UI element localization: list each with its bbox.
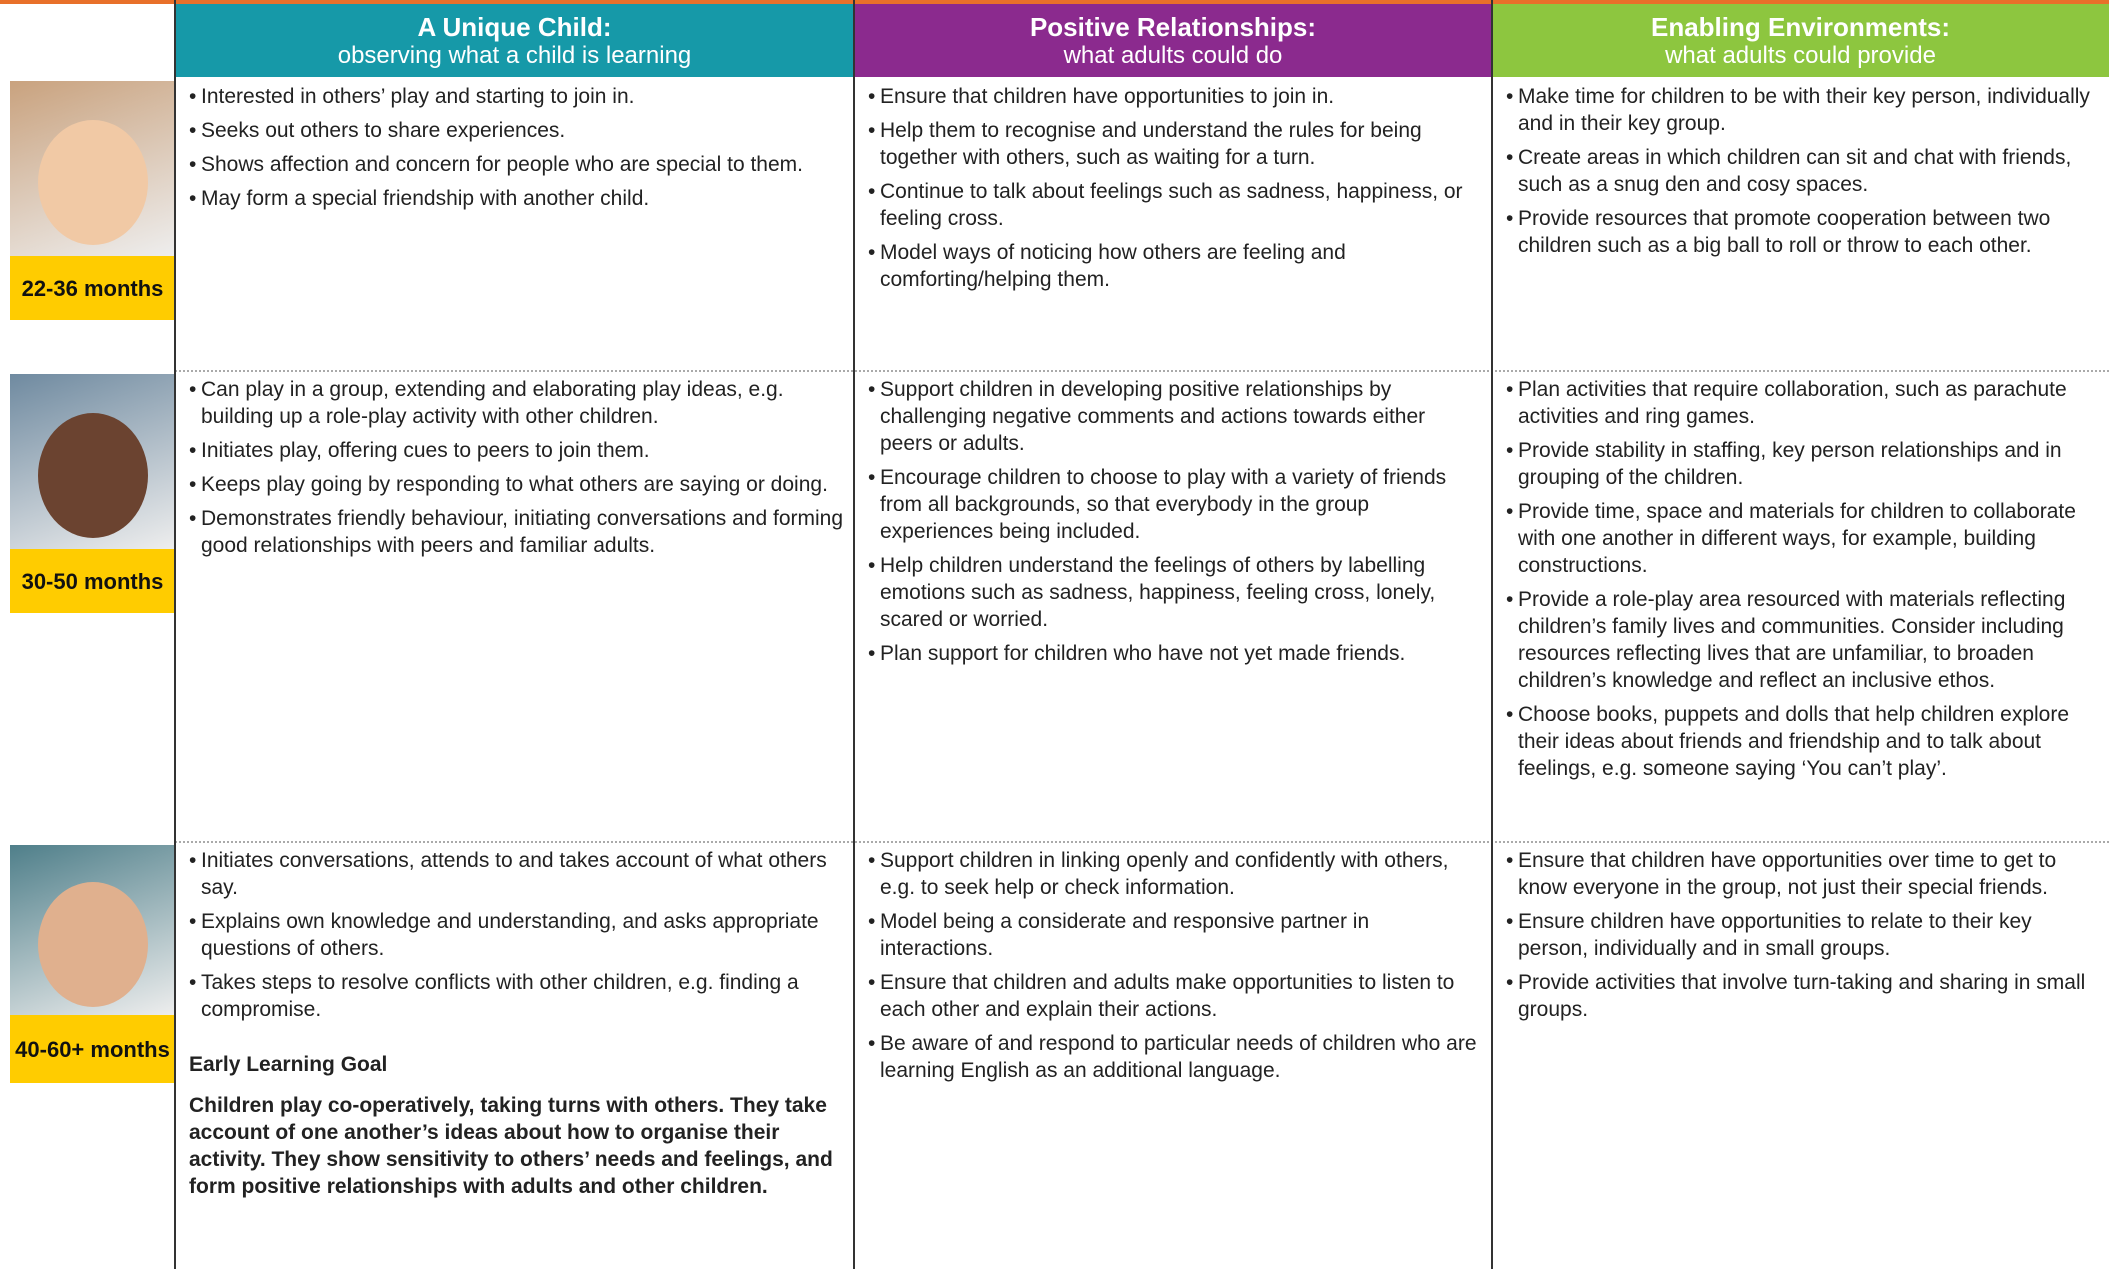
bullet-item: Help children understand the feelings of… (868, 552, 1482, 633)
bullet-item: Shows affection and concern for people w… (189, 151, 844, 178)
bullet-item: Interested in others’ play and starting … (189, 83, 844, 110)
bullet-list: Can play in a group, extending and elabo… (189, 376, 844, 559)
cell: Ensure that children have opportunities … (1492, 841, 2109, 1269)
bullet-list: Ensure that children have opportunities … (1506, 847, 2099, 1023)
bullet-list: Make time for children to be with their … (1506, 83, 2099, 259)
goal-heading: Early Learning Goal (189, 1053, 388, 1076)
column-divider (174, 0, 176, 1269)
bullet-item: Plan activities that require collaborati… (1506, 376, 2099, 430)
bullet-item: Model ways of noticing how others are fe… (868, 239, 1482, 293)
cell: Make time for children to be with their … (1492, 77, 2109, 370)
face (38, 412, 148, 538)
column-subtitle: what adults could provide (1665, 42, 1936, 69)
bullet-item: Provide activities that involve turn-tak… (1506, 969, 2099, 1023)
column-header: Enabling Environments: what adults could … (1492, 4, 2109, 77)
bullet-item: Ensure that children have opportunities … (1506, 847, 2099, 901)
bullet-item: Keeps play going by responding to what o… (189, 471, 844, 498)
age-label: 30-50 months (10, 549, 175, 613)
bullet-list: Initiates conversations, attends to and … (189, 847, 844, 1023)
bullet-item: Provide stability in staffing, key perso… (1506, 437, 2099, 491)
bullet-item: Support children in developing positive … (868, 376, 1482, 457)
bullet-item: Be aware of and respond to particular ne… (868, 1030, 1482, 1084)
bullet-item: Support children in linking openly and c… (868, 847, 1482, 901)
bullet-item: Initiates play, offering cues to peers t… (189, 437, 844, 464)
bullet-item: Explains own knowledge and understanding… (189, 908, 844, 962)
row-divider (175, 370, 2109, 372)
bullet-item: Demonstrates friendly behaviour, initiat… (189, 505, 844, 559)
bullet-item: Create areas in which children can sit a… (1506, 144, 2099, 198)
column-subtitle: what adults could do (1063, 42, 1283, 69)
bullet-item: Takes steps to resolve conflicts with ot… (189, 969, 844, 1023)
cell: Interested in others’ play and starting … (175, 77, 854, 370)
cell: Support children in developing positive … (854, 370, 1492, 841)
top-border (0, 0, 2109, 4)
bullet-item: Model being a considerate and responsive… (868, 908, 1482, 962)
cell: Ensure that children have opportunities … (854, 77, 1492, 370)
bullet-list: Interested in others’ play and starting … (189, 83, 844, 212)
column-header: A Unique Child: observing what a child is… (175, 4, 854, 77)
age-label: 40-60+ months (10, 1015, 175, 1083)
cell: Initiates conversations, attends to and … (175, 841, 854, 1269)
bullet-list: Support children in linking openly and c… (868, 847, 1482, 1084)
column-title: Enabling Environments: (1650, 12, 1951, 42)
bullet-list: Ensure that children have opportunities … (868, 83, 1482, 293)
child-photo (10, 374, 175, 549)
bullet-item: Initiates conversations, attends to and … (189, 847, 844, 901)
bullet-item: May form a special friendship with anoth… (189, 185, 844, 212)
cell: Support children in linking openly and c… (854, 841, 1492, 1269)
face (38, 882, 148, 1008)
goal-text: Children play co-operatively, taking tur… (189, 1094, 833, 1198)
bullet-item: Provide resources that promote cooperati… (1506, 205, 2099, 259)
bullet-item: Ensure that children have opportunities … (868, 83, 1482, 110)
bullet-item: Seeks out others to share experiences. (189, 117, 844, 144)
bullet-item: Choose books, puppets and dolls that hel… (1506, 701, 2099, 782)
bullet-item: Can play in a group, extending and elabo… (189, 376, 844, 430)
column-title: Positive Relationships: (1029, 12, 1317, 42)
bullet-item: Help them to recognise and understand th… (868, 117, 1482, 171)
age-label: 22-36 months (10, 256, 175, 320)
row-divider (175, 841, 2109, 843)
column-divider (1491, 0, 1493, 1269)
bullet-item: Make time for children to be with their … (1506, 83, 2099, 137)
cell: Can play in a group, extending and elabo… (175, 370, 854, 841)
bullet-item: Ensure that children and adults make opp… (868, 969, 1482, 1023)
bullet-item: Encourage children to choose to play wit… (868, 464, 1482, 545)
face (38, 119, 148, 245)
child-photo (10, 81, 175, 256)
bullet-item: Plan support for children who have not y… (868, 640, 1482, 667)
column-title: A Unique Child: (417, 12, 612, 42)
column-header: Positive Relationships: what adults could… (854, 4, 1492, 77)
column-divider (853, 0, 855, 1269)
bullet-item: Ensure children have opportunities to re… (1506, 908, 2099, 962)
bullet-item: Provide time, space and materials for ch… (1506, 498, 2099, 579)
child-photo (10, 845, 175, 1015)
bullet-item: Continue to talk about feelings such as … (868, 178, 1482, 232)
bullet-list: Support children in developing positive … (868, 376, 1482, 667)
column-subtitle: observing what a child is learning (337, 42, 692, 69)
bullet-list: Plan activities that require collaborati… (1506, 376, 2099, 782)
bullet-item: Provide a role-play area resourced with … (1506, 586, 2099, 694)
cell: Plan activities that require collaborati… (1492, 370, 2109, 841)
